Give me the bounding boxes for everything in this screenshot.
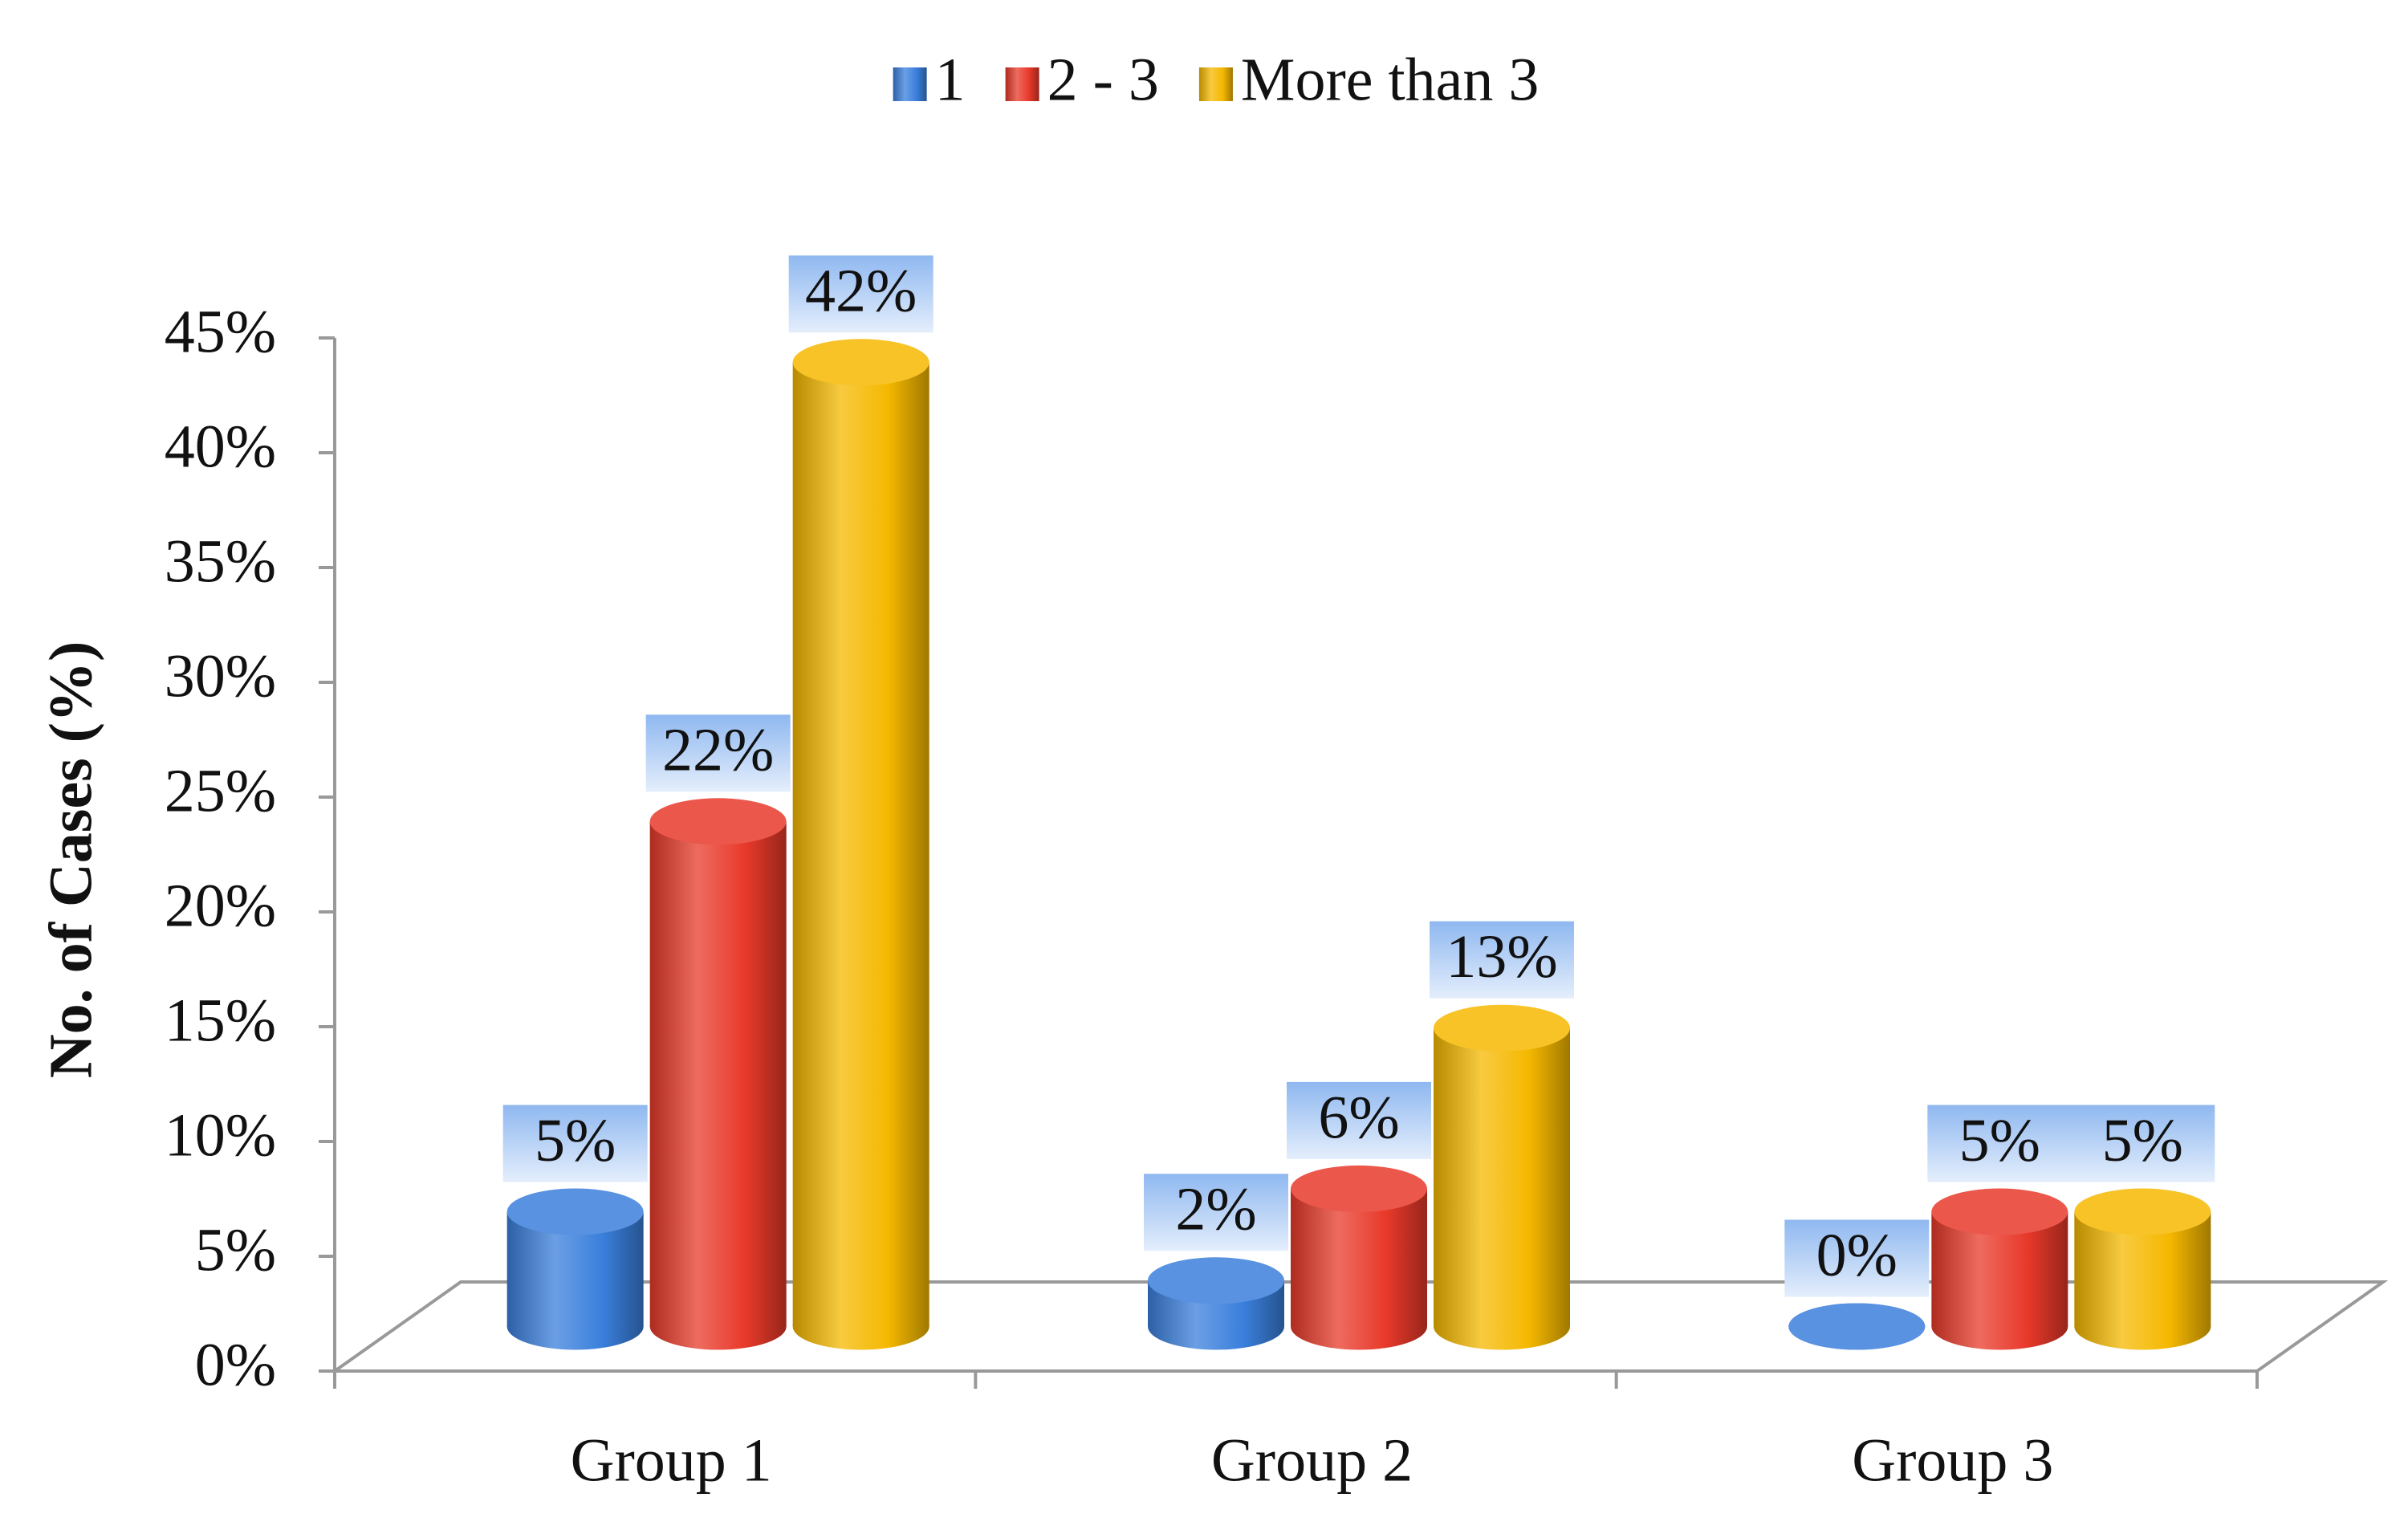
value-label: 5% (535, 1107, 616, 1174)
value-label-box (502, 1105, 648, 1182)
y-tick-label: 5% (195, 1216, 276, 1284)
value-label-box (1430, 921, 1574, 999)
value-label: 22% (662, 717, 774, 784)
y-tick-label: 15% (165, 987, 276, 1054)
bar-top (1434, 1004, 1570, 1052)
x-tick-label: Group 3 (1852, 1426, 2053, 1494)
y-tick-label: 40% (165, 413, 276, 480)
bar-top (2074, 1188, 2211, 1235)
value-label: 5% (2102, 1107, 2183, 1174)
legend-label: More than 3 (1241, 46, 1539, 113)
legend-label: 1 (935, 46, 966, 113)
y-tick-label: 20% (165, 872, 276, 939)
value-label-box (645, 714, 791, 792)
bar-top (1931, 1188, 2068, 1235)
value-label-box (1927, 1105, 2072, 1182)
bar-top (1291, 1165, 1427, 1212)
y-tick-label: 10% (165, 1101, 276, 1169)
bar-top (506, 1188, 644, 1235)
value-label: 6% (1318, 1084, 1399, 1151)
bar (792, 362, 929, 1327)
y-tick-label: 45% (165, 298, 276, 365)
legend-swatch (1005, 67, 1039, 101)
y-tick-label: 30% (165, 642, 276, 710)
value-label-box (1784, 1219, 1930, 1297)
bar-top (792, 339, 929, 386)
value-label-box (788, 255, 934, 333)
bar-top (1788, 1303, 1926, 1350)
y-axis-label: No. of Cases (%) (37, 641, 104, 1079)
bar (1434, 1027, 1570, 1327)
value-label: 2% (1175, 1176, 1256, 1243)
value-label: 5% (1959, 1107, 2040, 1174)
bar-top (649, 798, 787, 845)
value-label: 42% (805, 258, 917, 325)
value-label-box (1287, 1081, 1431, 1159)
legend-swatch (893, 67, 927, 101)
bar (649, 821, 787, 1327)
value-label: 0% (1816, 1222, 1898, 1289)
legend-label: 2 - 3 (1047, 46, 1159, 113)
y-tick-label: 25% (165, 757, 276, 824)
value-label-box (1144, 1174, 1288, 1251)
value-label: 13% (1446, 923, 1557, 991)
legend-swatch (1198, 67, 1233, 101)
bar-top (1148, 1257, 1284, 1304)
value-label-box (2070, 1105, 2215, 1182)
x-tick-label: Group 1 (571, 1426, 772, 1494)
x-tick-label: Group 2 (1211, 1426, 1413, 1494)
y-tick-label: 35% (165, 527, 276, 595)
y-tick-label: 0% (195, 1331, 276, 1398)
